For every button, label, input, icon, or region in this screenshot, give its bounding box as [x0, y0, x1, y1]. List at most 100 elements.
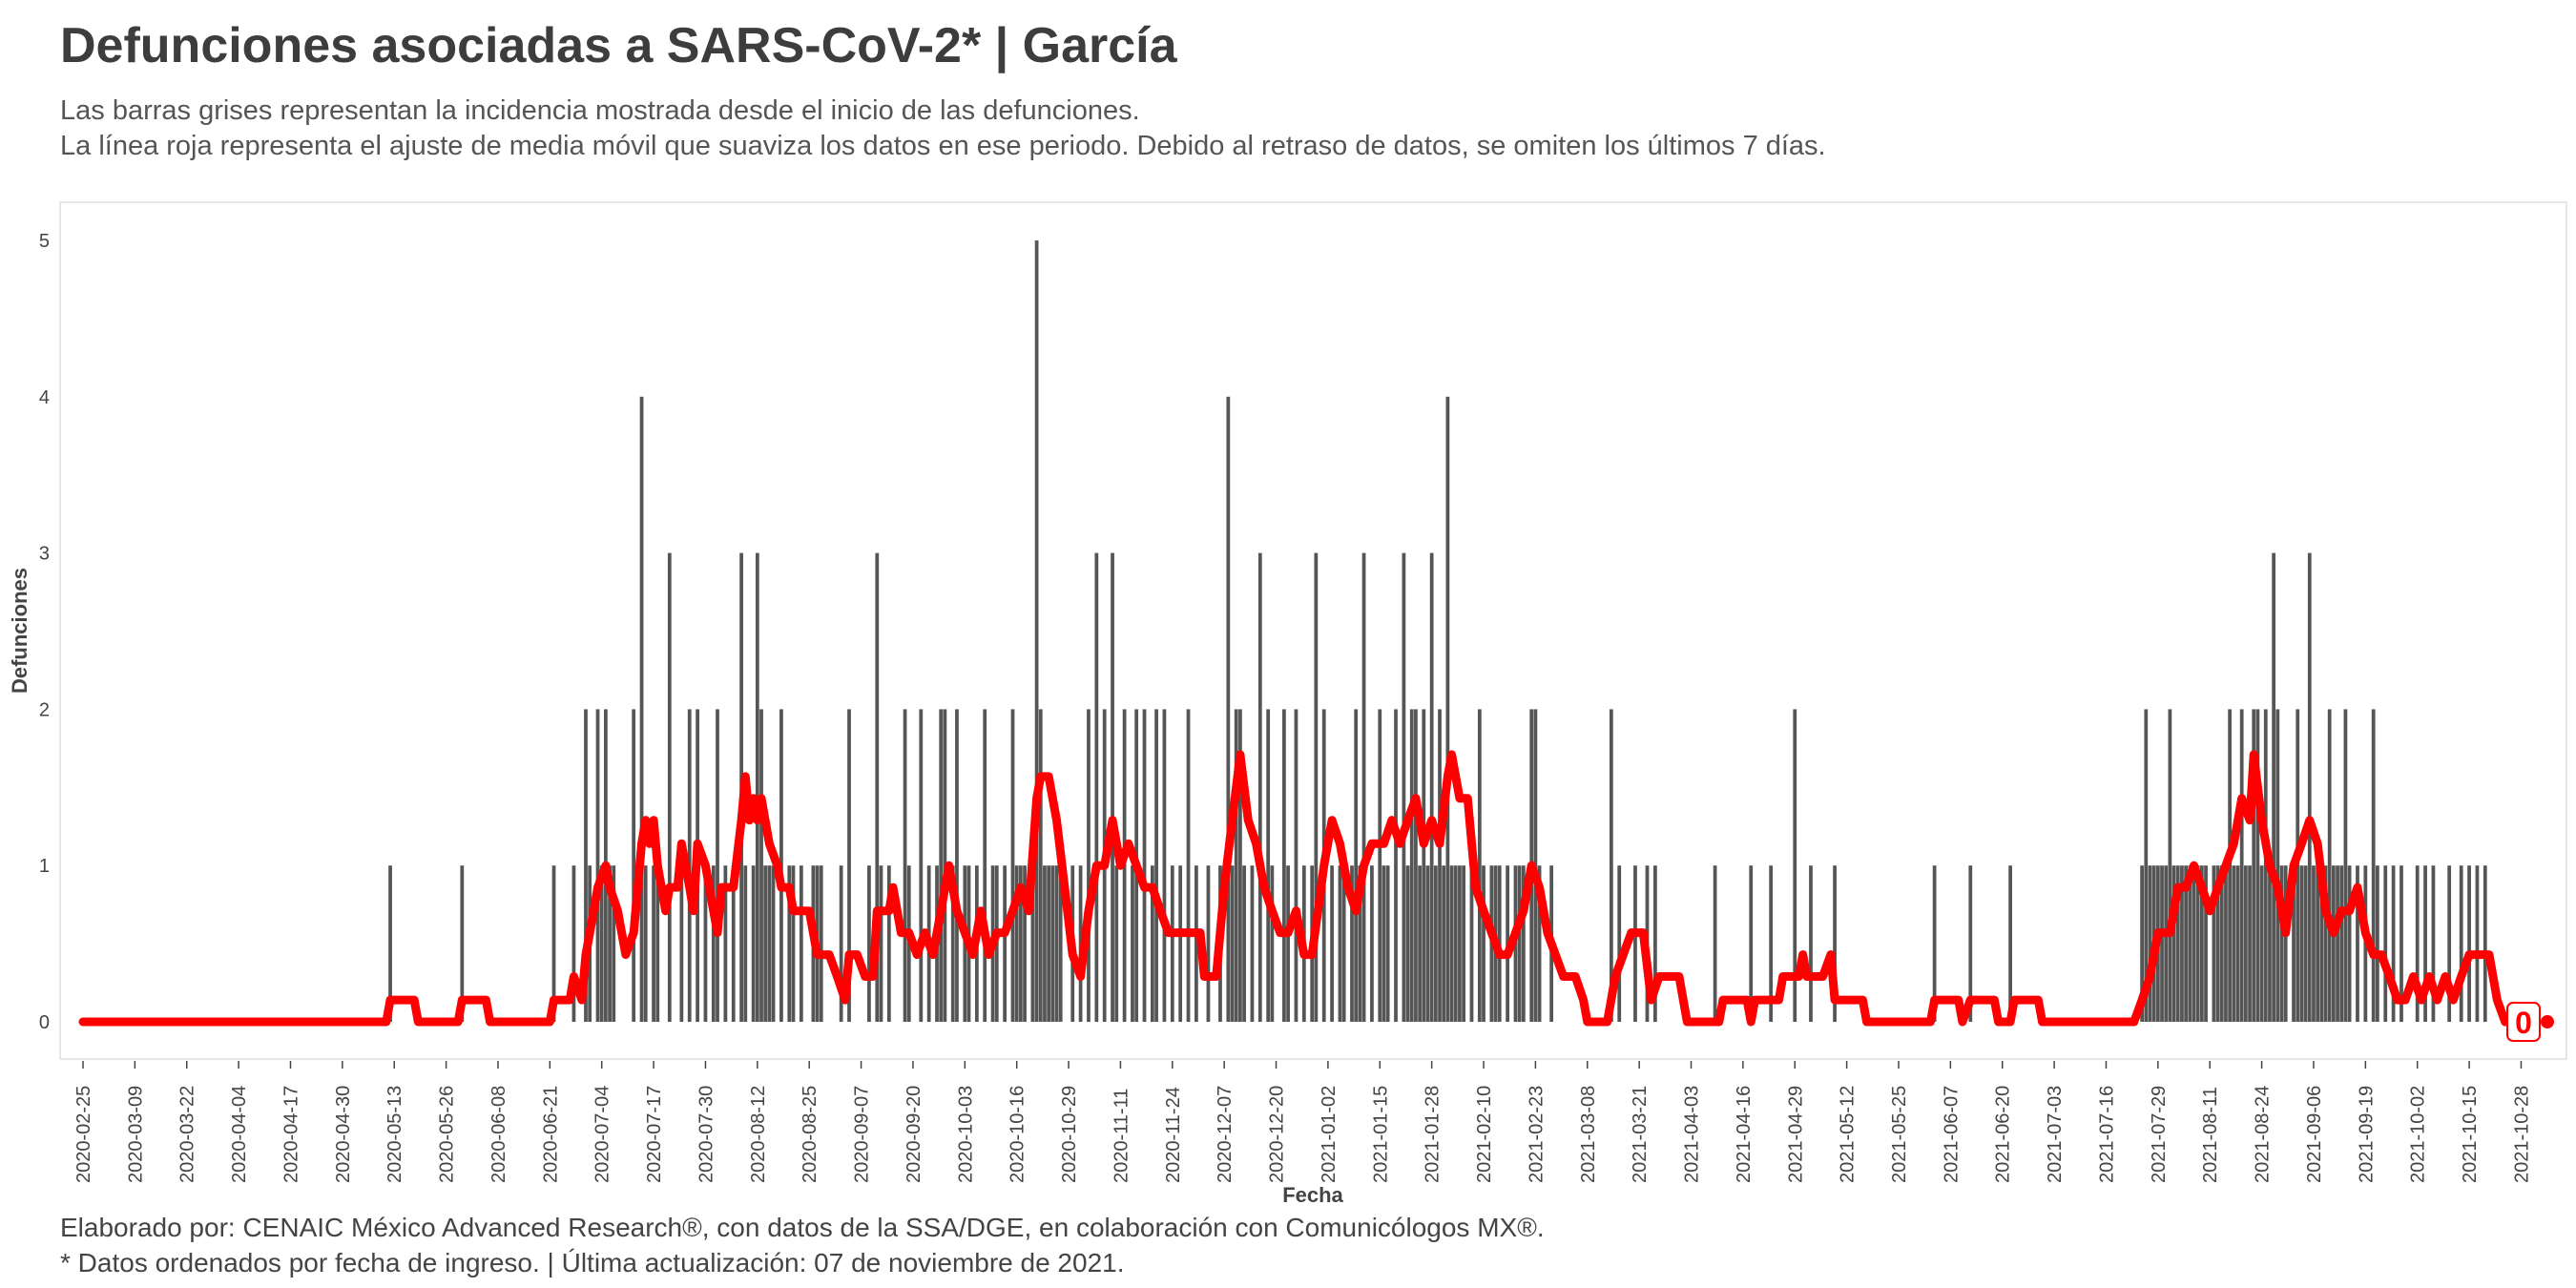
bar — [2447, 865, 2452, 1022]
x-tick-label: 2020-11-11 — [1111, 1089, 1132, 1183]
bar — [799, 865, 803, 1022]
x-tick-label: 2020-04-17 — [280, 1086, 301, 1183]
x-tick-label: 2021-05-12 — [1838, 1086, 1859, 1183]
bar — [2356, 865, 2359, 1022]
bar — [819, 865, 823, 1022]
bar — [1438, 709, 1442, 1022]
bar — [1003, 865, 1008, 1022]
y-tick-label: 2 — [39, 699, 50, 720]
bar — [1469, 865, 1474, 1022]
bar — [1361, 552, 1366, 1022]
bar — [2171, 865, 2176, 1022]
bar — [1230, 865, 1235, 1022]
bar — [1226, 396, 1231, 1022]
bar — [955, 709, 959, 1022]
bar — [1433, 865, 1438, 1022]
bar — [839, 865, 843, 1022]
bar — [1142, 709, 1147, 1022]
bar — [723, 865, 728, 1022]
bar — [652, 865, 655, 1022]
bar — [2235, 865, 2240, 1022]
bar — [1338, 865, 1342, 1022]
bar — [1617, 865, 1622, 1022]
bar — [2212, 865, 2216, 1022]
bar — [2327, 709, 2332, 1022]
bar — [2195, 865, 2200, 1022]
bar — [1350, 865, 1354, 1022]
moving-average-series — [78, 750, 2510, 1027]
bar — [1186, 709, 1191, 1022]
bar — [1414, 709, 1418, 1022]
x-tick-label: 2021-06-07 — [1941, 1086, 1962, 1183]
bar — [1170, 865, 1174, 1022]
bar — [2303, 865, 2308, 1022]
x-tick-label: 2020-12-20 — [1267, 1086, 1288, 1183]
bar — [1517, 865, 1522, 1022]
bar — [1154, 709, 1158, 1022]
x-tick-label: 2020-07-17 — [644, 1086, 665, 1183]
bar — [2180, 865, 2184, 1022]
bar — [1023, 865, 1027, 1022]
bar — [2160, 865, 2164, 1022]
y-tick-label: 0 — [39, 1012, 50, 1033]
caption-line-2: * Datos ordenados por fecha de ingreso. … — [60, 1248, 1125, 1278]
bar — [584, 709, 588, 1022]
bar — [1381, 865, 1386, 1022]
bar — [1422, 709, 1426, 1022]
x-tick-label: 2021-01-28 — [1423, 1086, 1444, 1183]
bar — [1477, 709, 1482, 1022]
chart-caption: Elaborado por: CENAIC México Advanced Re… — [60, 1210, 1545, 1280]
x-tick-label: 2020-10-03 — [955, 1086, 976, 1183]
bar — [1270, 865, 1275, 1022]
x-tick-label: 2020-04-04 — [229, 1086, 250, 1183]
bar — [632, 709, 636, 1022]
bar — [1633, 865, 1637, 1022]
bar — [1809, 865, 1813, 1022]
bar — [1047, 865, 1051, 1022]
chart-title: Defunciones asociadas a SARS-CoV-2* | Ga… — [60, 18, 1177, 73]
x-tick-label: 2021-03-08 — [1578, 1086, 1599, 1183]
x-tick-label: 2021-09-06 — [2304, 1086, 2325, 1183]
x-tick-label: 2020-03-22 — [177, 1086, 198, 1183]
y-tick-label: 4 — [39, 387, 50, 408]
bar — [2219, 865, 2224, 1022]
chart-subtitle: Las barras grises representan la inciden… — [60, 93, 1826, 164]
bar — [763, 865, 768, 1022]
bar — [1652, 865, 1657, 1022]
bar — [1429, 552, 1434, 1022]
y-axis: 0 1 2 3 4 5 — [39, 231, 50, 1033]
bar — [1932, 865, 1937, 1022]
bar — [1114, 865, 1119, 1022]
bar — [1294, 709, 1298, 1022]
x-tick-label: 2020-04-30 — [333, 1086, 354, 1183]
x-tick-label: 2020-10-16 — [1008, 1086, 1028, 1183]
bar — [388, 865, 392, 1022]
x-tick-label: 2020-09-07 — [852, 1086, 873, 1183]
bar — [1482, 865, 1485, 1022]
bar — [1050, 865, 1055, 1022]
bar — [1833, 865, 1837, 1022]
bar — [1195, 865, 1198, 1022]
bar — [1418, 865, 1422, 1022]
bar — [571, 865, 576, 1022]
bar — [2371, 709, 2376, 1022]
bar — [1453, 865, 1458, 1022]
bar — [599, 865, 604, 1022]
caption-line-1: Elaborado por: CENAIC México Advanced Re… — [60, 1213, 1545, 1242]
bar — [2467, 865, 2471, 1022]
x-tick-label: 2020-07-30 — [696, 1086, 717, 1183]
bar — [1034, 240, 1039, 1022]
bar — [1014, 865, 1019, 1022]
x-tick-label: 2021-01-15 — [1370, 1086, 1391, 1183]
bar — [2299, 865, 2304, 1022]
bar — [2459, 865, 2463, 1022]
x-tick-label: 2020-10-29 — [1059, 1086, 1080, 1183]
bar — [2144, 709, 2149, 1022]
subtitle-line-2: La línea roja representa el ajuste de me… — [60, 131, 1826, 161]
x-tick-label: 2021-01-02 — [1319, 1086, 1340, 1183]
bar — [1968, 865, 1973, 1022]
bar — [2323, 865, 2328, 1022]
bar — [731, 865, 736, 1022]
bar — [2336, 865, 2339, 1022]
bar — [1458, 865, 1462, 1022]
